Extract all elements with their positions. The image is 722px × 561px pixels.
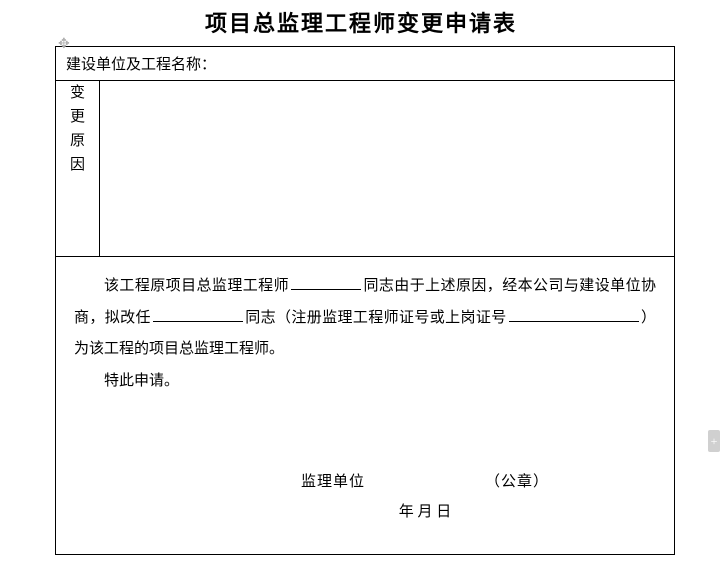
blank-original-engineer bbox=[291, 274, 361, 291]
change-reason-label-cell: 变 更 原 因 bbox=[56, 81, 100, 257]
body-seg3: 同志（注册监理工程师证号或上岗证号 bbox=[245, 310, 507, 326]
label-char-3: 原 bbox=[66, 129, 89, 153]
move-handle-icon: ✥ bbox=[58, 36, 70, 53]
application-form-table: 建设单位及工程名称： 变 更 原 因 该工程原项目总监理工程师同志由于上述原因，… bbox=[55, 46, 675, 555]
project-name-cell: 建设单位及工程名称： bbox=[56, 47, 675, 81]
signature-block: 监理单位 （公章） 年 月 日 bbox=[74, 467, 656, 527]
org-label: 监理单位 bbox=[301, 474, 365, 490]
project-name-label: 建设单位及工程名称： bbox=[66, 57, 216, 73]
label-char-4: 因 bbox=[66, 153, 89, 177]
label-char-1: 变 bbox=[66, 81, 89, 105]
body-seg1: 该工程原项目总监理工程师 bbox=[104, 278, 289, 294]
label-char-2: 更 bbox=[66, 105, 89, 129]
declaration-cell: 该工程原项目总监理工程师同志由于上述原因，经本公司与建设单位协商，拟改任同志（注… bbox=[56, 257, 675, 555]
signature-date: 年 月 日 bbox=[194, 497, 656, 527]
form-title: 项目总监理工程师变更申请表 bbox=[0, 0, 722, 46]
signature-line-1: 监理单位 （公章） bbox=[194, 467, 656, 497]
row-project-name: 建设单位及工程名称： bbox=[56, 47, 675, 81]
row-declaration: 该工程原项目总监理工程师同志由于上述原因，经本公司与建设单位协商，拟改任同志（注… bbox=[56, 257, 675, 555]
side-expand-handle[interactable]: + bbox=[708, 430, 720, 452]
closing-line: 特此申请。 bbox=[74, 366, 656, 398]
blank-new-engineer bbox=[153, 305, 243, 322]
seal-label: （公章） bbox=[485, 474, 549, 490]
blank-cert-number bbox=[509, 305, 639, 322]
declaration-paragraph: 该工程原项目总监理工程师同志由于上述原因，经本公司与建设单位协商，拟改任同志（注… bbox=[74, 271, 656, 366]
change-reason-content-cell bbox=[100, 81, 675, 257]
row-change-reason: 变 更 原 因 bbox=[56, 81, 675, 257]
